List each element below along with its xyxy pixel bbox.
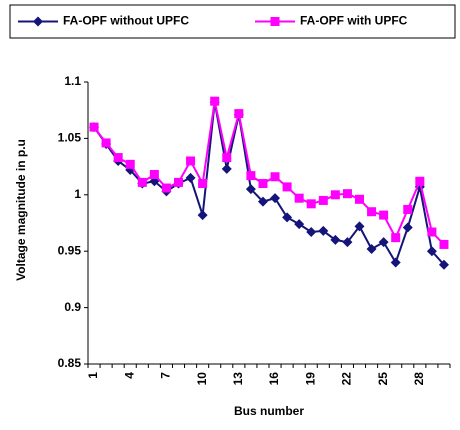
data-point: [354, 221, 365, 232]
data-point: [198, 179, 208, 189]
series-line: [93, 100, 445, 246]
data-point: [355, 194, 364, 204]
data-point: [210, 96, 220, 106]
data-point: [367, 207, 377, 217]
y-tick-label: 0.9: [64, 300, 81, 314]
x-tick-label: 28: [412, 372, 426, 386]
x-tick-label: 22: [340, 372, 354, 386]
data-point: [282, 212, 293, 223]
legend-marker: [33, 16, 43, 27]
data-point: [89, 122, 99, 132]
data-point: [234, 109, 244, 119]
data-point: [258, 179, 268, 189]
data-point: [330, 190, 340, 200]
data-point: [270, 172, 280, 182]
y-axis-label: Voltage magnitude in p.u: [14, 139, 28, 281]
data-point: [318, 195, 328, 205]
data-point: [379, 210, 389, 220]
y-tick-label: 0.95: [58, 243, 82, 257]
x-tick-label: 10: [195, 372, 209, 386]
data-point: [113, 153, 123, 163]
data-point: [342, 189, 352, 199]
data-point: [137, 177, 147, 187]
data-point: [149, 169, 159, 179]
x-tick-label: 4: [122, 372, 136, 379]
data-point: [342, 237, 353, 248]
data-point: [438, 259, 449, 270]
data-point: [439, 239, 449, 249]
y-tick-label: 1: [74, 187, 81, 201]
x-tick-label: 16: [267, 372, 281, 386]
data-point: [282, 182, 292, 192]
data-point: [306, 199, 316, 209]
data-point: [246, 171, 256, 181]
legend-label: FA-OPF without UPFC: [63, 14, 189, 28]
data-point: [415, 176, 425, 186]
data-point: [270, 193, 281, 204]
data-point: [257, 196, 268, 207]
legend-box: [9, 4, 456, 39]
data-point: [101, 138, 111, 148]
data-point: [426, 246, 437, 257]
x-tick-label: 13: [231, 372, 245, 386]
data-point: [186, 156, 196, 166]
data-point: [294, 219, 305, 230]
data-point: [378, 237, 389, 248]
data-point: [391, 233, 401, 243]
data-point: [330, 234, 341, 245]
x-tick-label: 1: [86, 372, 100, 379]
data-point: [294, 193, 304, 203]
x-tick-label: 7: [159, 372, 173, 379]
y-tick-label: 0.85: [58, 356, 82, 370]
x-tick-label: 19: [303, 372, 317, 386]
data-point: [427, 227, 437, 237]
y-tick-label: 1.05: [58, 131, 82, 145]
data-point: [245, 184, 256, 195]
data-point: [306, 227, 317, 238]
x-tick-label: 25: [376, 372, 390, 386]
data-point: [125, 159, 135, 169]
data-point: [161, 183, 171, 193]
y-tick-label: 1.1: [64, 74, 81, 88]
data-point: [366, 243, 377, 254]
legend-marker: [270, 17, 280, 26]
legend-label: FA-OPF with UPFC: [300, 14, 408, 28]
data-point: [221, 163, 232, 174]
data-point: [185, 172, 196, 183]
data-point: [403, 204, 413, 214]
data-point: [197, 210, 208, 221]
data-point: [222, 153, 232, 163]
x-axis-label: Bus number: [234, 404, 304, 418]
data-point: [390, 257, 401, 268]
data-point: [402, 222, 413, 233]
data-point: [174, 177, 183, 187]
data-point: [318, 225, 329, 236]
